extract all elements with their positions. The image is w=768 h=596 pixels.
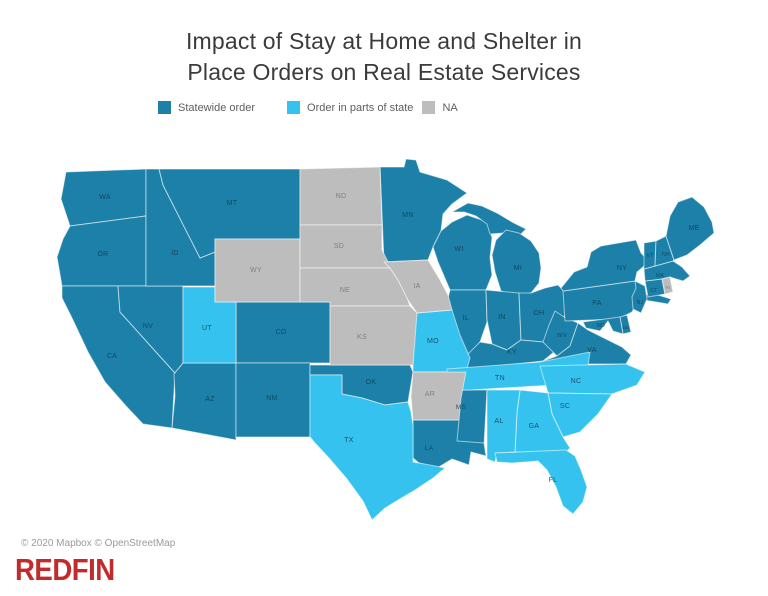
state-mi[interactable]: [491, 229, 542, 297]
state-ks[interactable]: [329, 305, 418, 366]
state-ri[interactable]: [661, 276, 674, 295]
state-label-tx: TX: [344, 437, 354, 444]
map-attribution: © 2020 Mapbox © OpenStreetMap: [21, 538, 176, 549]
state-label-nm: NM: [266, 395, 278, 402]
state-label-la: LA: [425, 445, 434, 452]
state-label-ma: MA: [656, 273, 664, 279]
state-label-ca: CA: [107, 353, 117, 360]
legend-item-na[interactable]: NA: [422, 101, 458, 114]
state-label-nj: NJ: [637, 300, 644, 306]
state-label-wy: WY: [250, 267, 262, 274]
redfin-logo: REDFIN: [15, 554, 115, 588]
state-label-ar: AR: [425, 391, 435, 398]
state-label-ct: CT: [650, 288, 657, 294]
state-label-mo: MO: [427, 338, 439, 345]
state-label-ms: MS: [456, 404, 467, 411]
legend-label-statewide: Statewide order: [178, 101, 256, 114]
state-label-al: AL: [494, 418, 503, 425]
state-label-ok: OK: [366, 379, 377, 386]
state-wi[interactable]: [432, 214, 493, 291]
state-me[interactable]: [665, 196, 715, 261]
legend-swatch-na: [422, 101, 436, 114]
state-nc[interactable]: [539, 363, 646, 395]
state-label-pa: PA: [592, 300, 601, 307]
state-label-tn: TN: [495, 375, 505, 382]
state-fl[interactable]: [494, 449, 588, 515]
state-label-il: IL: [463, 315, 469, 322]
legend-label-na: NA: [442, 101, 458, 114]
state-sd[interactable]: [299, 224, 391, 269]
state-label-fl: FL: [549, 477, 558, 484]
state-label-va: VA: [587, 347, 596, 354]
state-md[interactable]: [582, 316, 624, 335]
legend: Statewide order Order in parts of state …: [158, 101, 458, 114]
state-label-wi: WI: [454, 246, 463, 253]
state-nh[interactable]: [654, 235, 675, 267]
state-label-oh: OH: [533, 310, 544, 317]
state-mn[interactable]: [379, 158, 468, 263]
state-nj[interactable]: [631, 280, 648, 314]
state-label-mn: MN: [402, 212, 414, 219]
legend-item-statewide[interactable]: Statewide order: [158, 101, 255, 114]
state-label-nc: NC: [571, 378, 582, 385]
legend-swatch-partial: [287, 101, 301, 114]
state-label-wv: WV: [557, 333, 567, 339]
state-label-in: IN: [498, 314, 506, 321]
state-label-sc: SC: [560, 403, 570, 410]
title-line-1: Impact of Stay at Home and Shelter in: [185, 28, 583, 54]
state-la[interactable]: [412, 419, 487, 469]
state-label-ky: KY: [507, 349, 517, 356]
legend-item-partial[interactable]: Order in parts of state: [287, 101, 413, 114]
state-label-ny: NY: [617, 265, 627, 272]
state-label-mt: MT: [227, 200, 238, 207]
state-label-ia: IA: [413, 283, 420, 290]
state-az[interactable]: [171, 362, 237, 441]
state-label-nv: NV: [143, 323, 153, 330]
state-label-sd: SD: [334, 243, 344, 250]
state-label-mi: MI: [514, 265, 522, 272]
state-label-az: AZ: [205, 396, 215, 403]
state-va[interactable]: [539, 322, 632, 365]
legend-swatch-statewide: [158, 101, 171, 114]
state-label-nh: NH: [662, 252, 670, 258]
state-label-me: ME: [688, 225, 699, 232]
state-label-ne: NE: [340, 287, 350, 294]
state-tx[interactable]: [309, 374, 446, 521]
state-label-ut: UT: [202, 325, 212, 332]
state-label-de: DE: [623, 325, 630, 330]
state-label-ks: KS: [357, 334, 367, 341]
state-label-md: MD: [597, 323, 605, 329]
state-label-co: CO: [275, 329, 286, 336]
state-label-nd: ND: [336, 193, 347, 200]
state-ar[interactable]: [410, 371, 467, 421]
state-label-id: ID: [171, 250, 179, 257]
state-label-ga: GA: [529, 423, 540, 430]
state-label-or: OR: [97, 251, 108, 258]
state-ia[interactable]: [383, 259, 453, 314]
state-label-vt: VT: [647, 253, 654, 259]
state-al[interactable]: [486, 389, 521, 463]
page-title: Impact of Stay at Home and Shelter in Pl…: [0, 26, 768, 88]
state-label-ri: RI: [665, 285, 670, 290]
legend-label-partial: Order in parts of state: [307, 101, 414, 114]
title-line-2: Place Orders on Real Estate Services: [187, 59, 581, 85]
state-label-wa: WA: [99, 194, 111, 201]
